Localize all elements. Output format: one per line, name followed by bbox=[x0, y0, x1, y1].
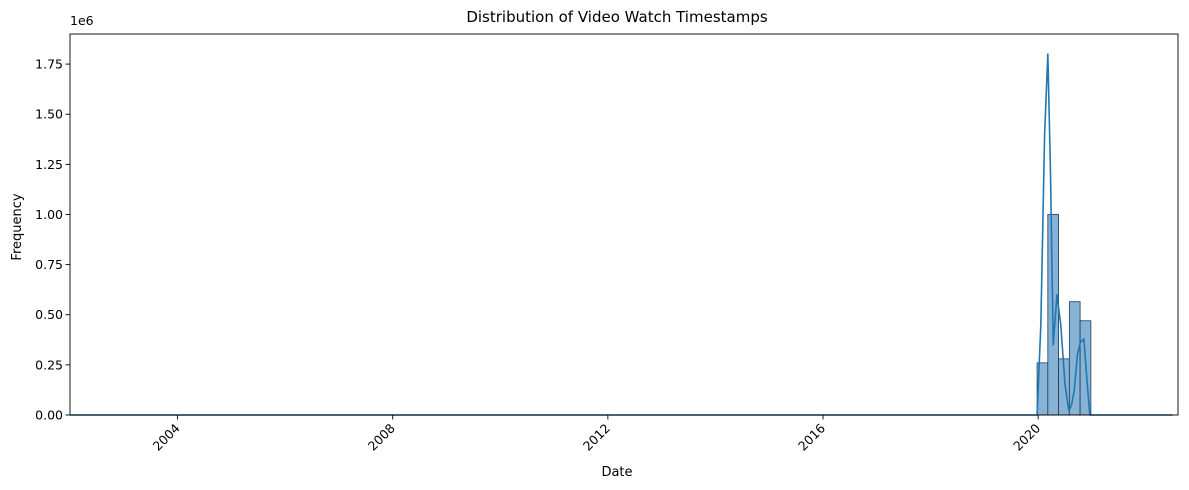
x-tick-label: 2008 bbox=[365, 420, 398, 453]
x-tick-label: 2012 bbox=[580, 421, 613, 454]
y-tick-label: 1.75 bbox=[35, 57, 63, 72]
y-tick-label: 1.25 bbox=[35, 157, 63, 172]
chart-title: Distribution of Video Watch Timestamps bbox=[466, 8, 767, 26]
y-tick-label: 1.50 bbox=[35, 107, 63, 122]
histogram-bars bbox=[1036, 214, 1092, 416]
y-axis-ticks: 0.00 0.25 0.50 0.75 1.00 1.25 1.50 1.75 bbox=[35, 57, 70, 423]
y-tick-label: 0.75 bbox=[35, 257, 63, 272]
y-axis-label: Frequency bbox=[10, 193, 25, 260]
y-tick-label: 0.00 bbox=[35, 408, 63, 423]
x-axis-ticks: 2004 2008 2012 2016 2020 bbox=[150, 415, 1043, 454]
y-offset-label: 1e6 bbox=[70, 13, 94, 28]
x-axis-label: Date bbox=[601, 465, 632, 480]
histogram-bar-4 bbox=[1068, 301, 1081, 416]
plot-frame bbox=[69, 33, 1179, 416]
x-tick-label: 2020 bbox=[1010, 420, 1043, 453]
y-tick-label: 0.25 bbox=[35, 357, 63, 372]
y-tick-label: 0.50 bbox=[35, 307, 63, 322]
y-tick-label: 1.00 bbox=[35, 207, 63, 222]
kde-line bbox=[70, 53, 1173, 416]
x-tick-label: 2004 bbox=[150, 420, 183, 453]
kde-curve bbox=[70, 53, 1173, 416]
axes bbox=[69, 33, 1179, 416]
x-tick-label: 2016 bbox=[795, 420, 828, 453]
